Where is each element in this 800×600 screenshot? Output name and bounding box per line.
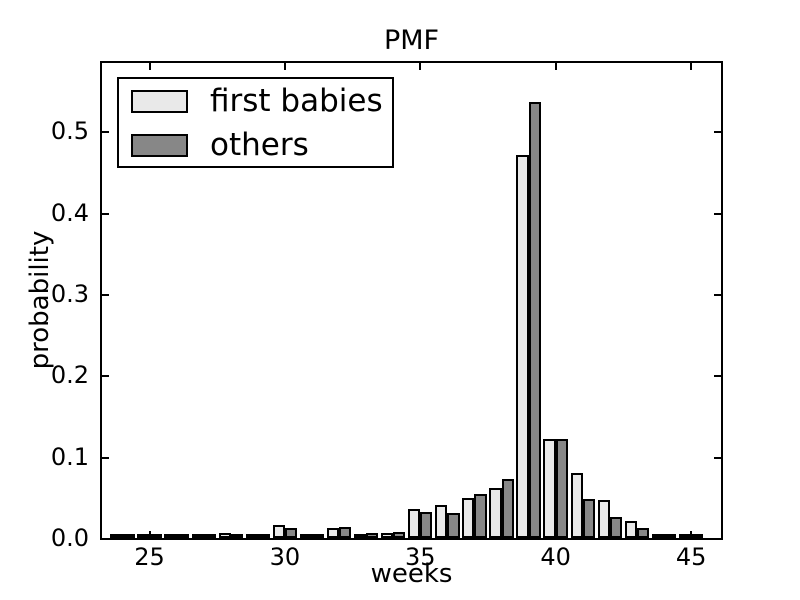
x-tick-top-40: [554, 63, 557, 70]
bar-first-babies-week-31: [299, 534, 312, 538]
bar-first-babies-week-34: [381, 533, 394, 538]
bar-first-babies-week-26: [164, 533, 177, 538]
bar-first-babies-week-32: [326, 528, 340, 538]
bar-others-week-35: [420, 512, 433, 538]
x-tick-label-30: 30: [269, 543, 301, 571]
bar-others-week-28: [230, 534, 243, 538]
y-tick-left-0.4: [102, 212, 109, 215]
bar-others-week-33: [366, 532, 379, 538]
bar-first-babies-week-41: [570, 472, 583, 538]
bar-first-babies-week-33: [353, 533, 367, 538]
x-tick-top-30: [283, 63, 286, 70]
legend: first babies others: [117, 77, 394, 168]
bar-first-babies-week-29: [245, 534, 258, 538]
bar-first-babies-week-40: [543, 439, 556, 538]
bar-others-week-37: [474, 493, 487, 538]
bar-others-week-30: [284, 528, 298, 538]
y-tick-right-0.3: [714, 294, 721, 296]
bar-first-babies-week-43: [624, 521, 637, 538]
bar-others-week-43: [636, 527, 650, 538]
bar-first-babies-week-45: [678, 534, 692, 538]
y-tick-left-0.0: [102, 538, 109, 540]
y-tick-left-0.5: [102, 131, 109, 134]
x-tick-label-40: 40: [540, 543, 571, 571]
legend-row-first-babies: first babies: [119, 85, 383, 116]
legend-label-first-babies: first babies: [210, 82, 383, 119]
bar-first-babies-week-27: [191, 534, 204, 538]
y-tick-label-0.3: 0.3: [50, 280, 89, 308]
plot-area: first babies others: [100, 61, 723, 540]
bar-first-babies-week-37: [462, 498, 475, 538]
legend-swatch-first-babies: [131, 89, 188, 113]
bar-first-babies-week-42: [597, 500, 610, 538]
x-tick-bottom-35: [419, 531, 422, 538]
bar-others-week-39: [528, 101, 541, 538]
x-tick-bottom-30: [283, 531, 286, 538]
bar-first-babies-week-44: [651, 534, 664, 538]
bar-first-babies-week-39: [516, 154, 529, 538]
x-tick-top-25: [148, 63, 151, 70]
legend-label-others: others: [210, 126, 309, 163]
bar-others-week-24: [122, 534, 135, 538]
y-tick-right-0.4: [714, 212, 721, 215]
y-tick-left-0.1: [102, 456, 109, 459]
y-tick-label-0.4: 0.4: [50, 198, 89, 227]
y-tick-label-0.2: 0.2: [50, 361, 89, 390]
bar-others-week-32: [339, 527, 352, 538]
bar-others-week-40: [555, 438, 568, 538]
bar-others-week-38: [501, 479, 514, 538]
bar-others-week-44: [663, 533, 677, 538]
bar-others-week-42: [609, 516, 622, 538]
bar-others-week-31: [311, 533, 325, 538]
x-tick-top-35: [419, 63, 422, 70]
legend-row-others: others: [119, 129, 309, 160]
chart-title: PMF: [383, 25, 440, 56]
bar-others-week-45: [691, 534, 704, 538]
y-tick-right-0.1: [714, 456, 721, 459]
x-tick-label-35: 35: [405, 543, 436, 571]
bar-others-week-36: [447, 512, 460, 538]
y-tick-label-0.5: 0.5: [50, 117, 89, 146]
bar-first-babies-week-35: [408, 508, 421, 538]
y-tick-left-0.2: [102, 375, 109, 378]
bar-first-babies-week-38: [489, 487, 502, 538]
bar-others-week-27: [203, 534, 216, 538]
bar-first-babies-week-28: [218, 532, 231, 538]
x-tick-label-45: 45: [675, 543, 707, 571]
y-tick-left-0.3: [102, 294, 109, 296]
y-tick-label-0.0: 0.0: [50, 524, 89, 552]
bar-first-babies-week-36: [435, 505, 448, 538]
bar-others-week-29: [257, 534, 271, 538]
bar-others-week-41: [582, 499, 595, 538]
bar-others-week-26: [176, 533, 189, 538]
bar-others-week-25: [149, 534, 162, 538]
bar-others-week-34: [393, 532, 406, 538]
x-tick-label-25: 25: [134, 543, 165, 571]
y-tick-right-0.0: [714, 538, 721, 540]
legend-swatch-others: [131, 133, 188, 157]
x-axis-label: weeks: [370, 559, 453, 589]
x-tick-top-45: [690, 63, 693, 70]
y-tick-right-0.5: [714, 131, 721, 134]
y-tick-right-0.2: [714, 375, 721, 378]
x-tick-bottom-40: [554, 531, 557, 538]
y-axis-label: probability: [25, 230, 55, 370]
y-tick-label-0.1: 0.1: [50, 442, 89, 471]
x-tick-bottom-45: [690, 531, 693, 538]
bar-first-babies-week-24: [110, 534, 123, 538]
x-tick-bottom-25: [148, 531, 151, 538]
